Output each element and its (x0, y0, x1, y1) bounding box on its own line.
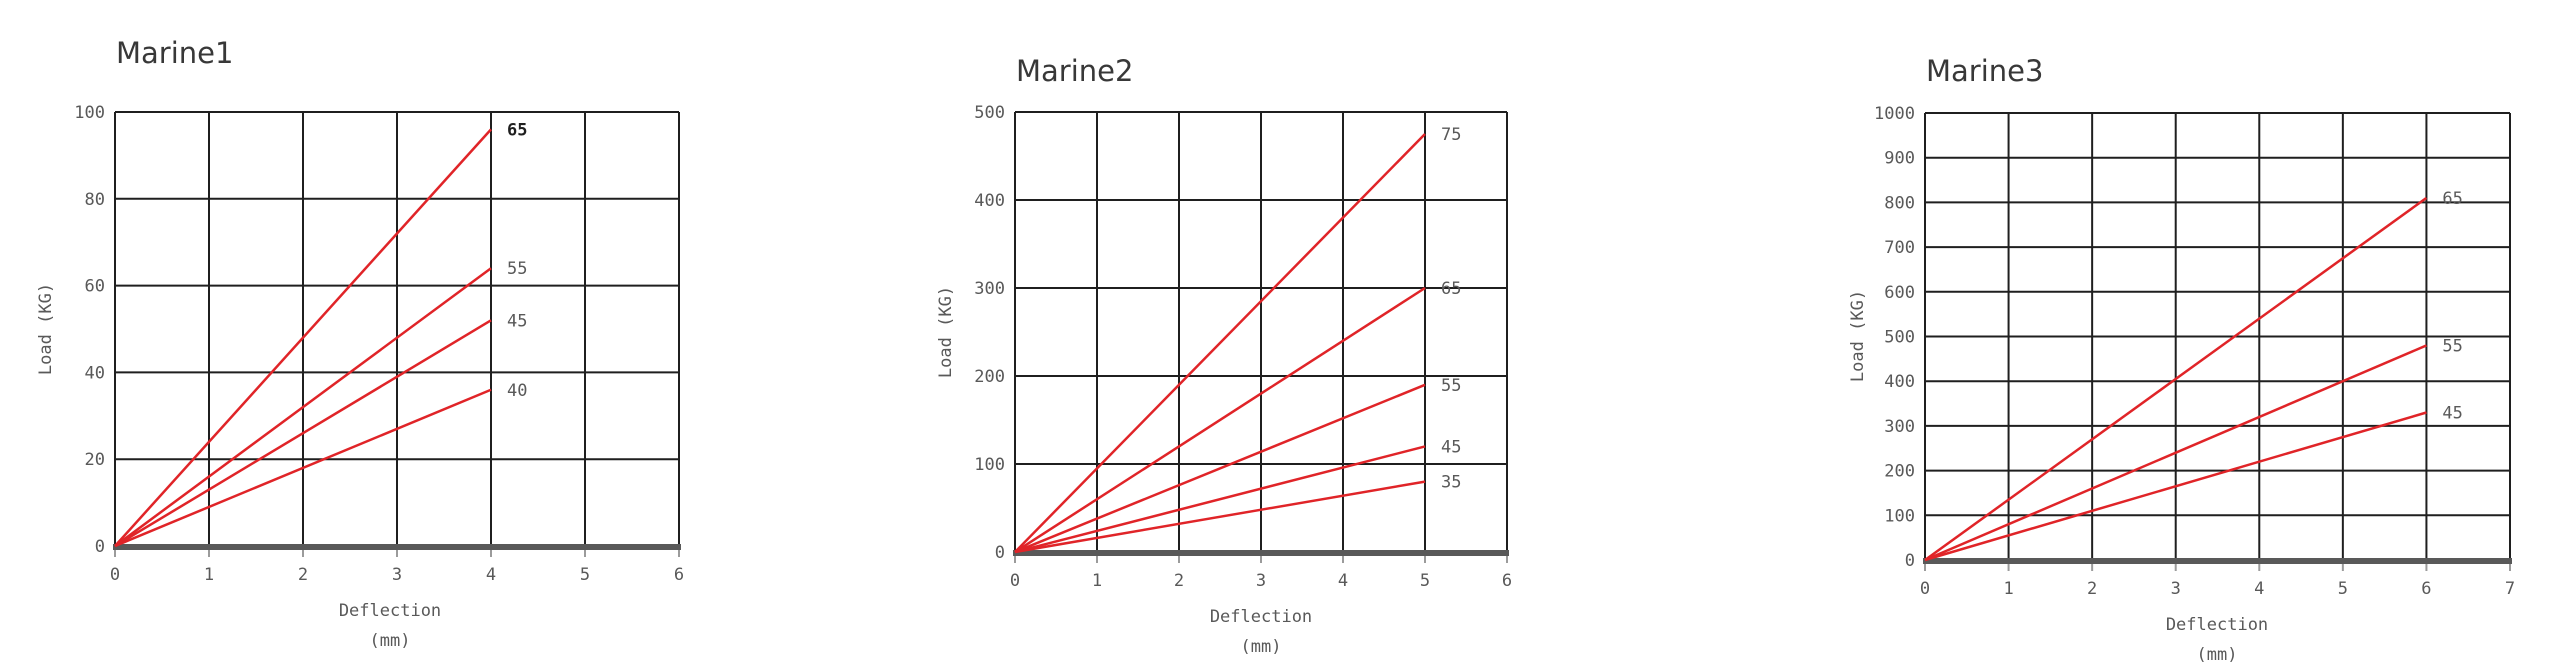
series-line-75 (1014, 133, 1426, 553)
y-tick-label: 100 (974, 455, 1005, 475)
chart2-x-axis-label-line1: Deflection (1209, 607, 1313, 627)
series-label-55: 55 (2442, 336, 2462, 356)
series-label-65: 65 (1441, 279, 1461, 299)
x-tick-label: 5 (1420, 571, 1430, 591)
chart3-y-axis-label: Load (KG) (1848, 289, 1868, 383)
y-tick-label: 400 (974, 191, 1005, 211)
series-line-65 (1014, 286, 1426, 554)
y-tick-label: 0 (995, 543, 1005, 563)
series-line-65 (114, 128, 492, 547)
series-label-75: 75 (1441, 125, 1461, 145)
series-label-55: 55 (1441, 376, 1461, 396)
chart1-x-axis-label-line1: Deflection (338, 601, 442, 621)
x-tick-label: 6 (1502, 571, 1512, 591)
y-tick-label: 1000 (1874, 104, 1915, 124)
x-tick-label: 2 (2087, 579, 2097, 599)
x-tick-label: 2 (298, 565, 308, 585)
x-tick-label: 3 (2171, 579, 2181, 599)
chart3-x-axis-label-line2: (mm) (2196, 645, 2238, 665)
series-line-55 (1014, 383, 1426, 554)
x-tick-label: 6 (2421, 579, 2431, 599)
x-tick-label: 2 (1174, 571, 1184, 591)
y-tick-label: 100 (74, 103, 105, 123)
x-tick-label: 0 (1010, 571, 1020, 591)
chart1-y-axis-label: Load (KG) (36, 282, 56, 376)
series-label-45: 45 (1441, 437, 1461, 457)
y-tick-label: 800 (1884, 193, 1915, 213)
series-line-55 (114, 267, 492, 548)
y-tick-label: 500 (974, 103, 1005, 123)
series-line-40 (114, 388, 492, 548)
x-axis-baseline (1923, 558, 2512, 564)
series-line-45 (1924, 411, 2427, 562)
chart3-title: Marine3 (1926, 54, 2044, 88)
series-line-65 (1924, 196, 2428, 562)
x-tick-label: 5 (2338, 579, 2348, 599)
chart2-y-axis-label: Load (KG) (936, 285, 956, 379)
y-tick-label: 300 (974, 279, 1005, 299)
x-tick-label: 0 (1920, 579, 1930, 599)
series-label-40: 40 (507, 381, 527, 401)
x-tick-label: 1 (2003, 579, 2013, 599)
x-tick-label: 4 (486, 565, 496, 585)
y-tick-label: 900 (1884, 149, 1915, 169)
x-tick-label: 3 (392, 565, 402, 585)
x-axis-baseline (1013, 550, 1509, 556)
series-line-45 (1014, 445, 1426, 554)
y-tick-label: 100 (1884, 506, 1915, 526)
series-line-45 (114, 319, 492, 548)
series-label-45: 45 (507, 311, 527, 331)
x-tick-label: 0 (110, 565, 120, 585)
x-tick-label: 7 (2505, 579, 2515, 599)
series-label-55: 55 (507, 259, 527, 279)
series-label-35: 35 (1441, 473, 1461, 493)
y-tick-label: 200 (974, 367, 1005, 387)
x-axis-baseline (113, 544, 681, 550)
y-tick-label: 20 (85, 450, 105, 470)
chart1-x-axis-label-line2: (mm) (369, 631, 411, 651)
y-tick-label: 700 (1884, 238, 1915, 258)
x-tick-label: 5 (580, 565, 590, 585)
y-tick-label: 200 (1884, 462, 1915, 482)
series-label-65: 65 (507, 120, 527, 140)
y-tick-label: 0 (95, 537, 105, 557)
series-label-45: 45 (2442, 403, 2462, 423)
chart3-x-axis-label-line1: Deflection (2165, 615, 2269, 635)
y-tick-label: 600 (1884, 283, 1915, 303)
y-tick-label: 80 (85, 190, 105, 210)
chart3-x-axis-label: Deflection (mm) (2097, 610, 2337, 670)
y-tick-label: 0 (1905, 551, 1915, 571)
y-tick-label: 60 (85, 277, 105, 297)
x-tick-label: 6 (674, 565, 684, 585)
chart1-x-axis-label: Deflection (mm) (270, 596, 510, 656)
x-tick-label: 1 (1092, 571, 1102, 591)
x-tick-label: 1 (204, 565, 214, 585)
series-line-35 (1014, 480, 1426, 554)
y-tick-label: 500 (1884, 328, 1915, 348)
chart1-title: Marine1 (116, 36, 234, 70)
chart2-x-axis-label-line2: (mm) (1240, 637, 1282, 657)
chart2-x-axis-label: Deflection (mm) (1141, 602, 1381, 662)
y-tick-label: 300 (1884, 417, 1915, 437)
x-tick-label: 3 (1256, 571, 1266, 591)
series-label-65: 65 (2442, 189, 2462, 209)
series-line-55 (1924, 344, 2427, 562)
y-tick-label: 40 (85, 363, 105, 383)
x-tick-label: 4 (1338, 571, 1348, 591)
y-tick-label: 400 (1884, 372, 1915, 392)
x-tick-label: 4 (2254, 579, 2264, 599)
chart2-title: Marine2 (1016, 54, 1134, 88)
